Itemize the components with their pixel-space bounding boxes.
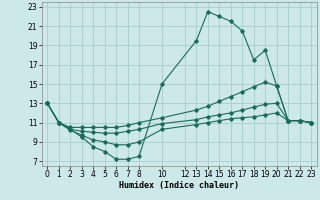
X-axis label: Humidex (Indice chaleur): Humidex (Indice chaleur) [119,181,239,190]
